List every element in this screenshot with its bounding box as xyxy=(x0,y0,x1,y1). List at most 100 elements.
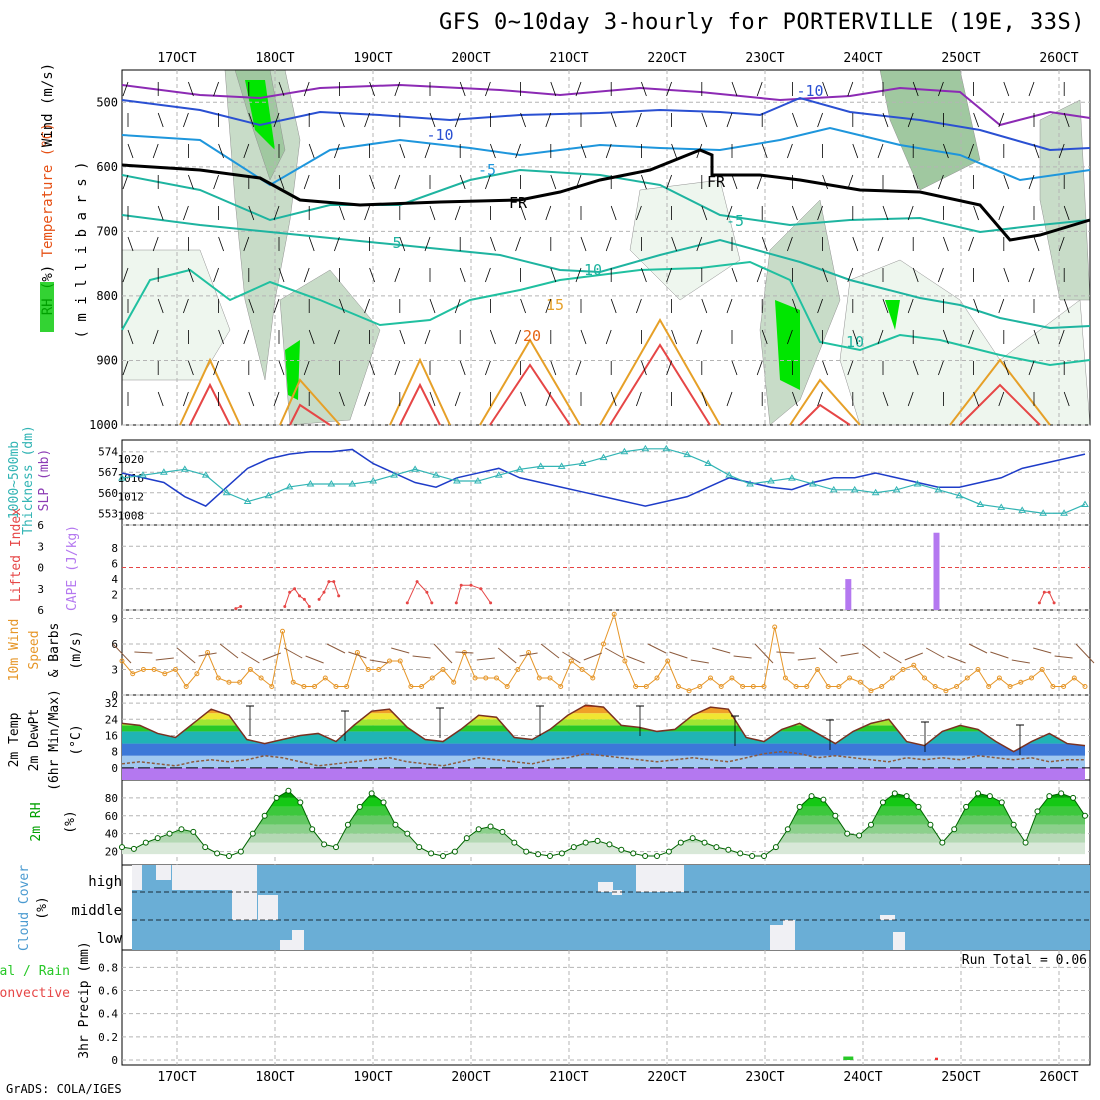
wind-speed-point xyxy=(429,675,435,681)
barb xyxy=(912,267,919,283)
rh-point xyxy=(630,850,637,857)
lifted-index-point xyxy=(1037,601,1041,605)
barb xyxy=(575,174,582,190)
wind-speed-line xyxy=(121,612,1086,692)
x-tick-top: 22OCT xyxy=(647,51,686,66)
wind-speed-point xyxy=(879,684,885,689)
rh-point xyxy=(214,850,221,857)
wind-barb xyxy=(925,647,945,659)
barb xyxy=(580,329,587,345)
thickness-marker xyxy=(306,479,315,487)
wind-speed-point xyxy=(729,675,735,681)
barb xyxy=(726,205,733,221)
rh-point xyxy=(380,799,387,806)
barb xyxy=(605,329,612,345)
wind-barb xyxy=(904,652,923,661)
thickness-marker xyxy=(432,471,440,478)
wind-speed-point xyxy=(558,684,564,689)
barb xyxy=(273,391,280,407)
barb xyxy=(610,298,617,314)
lifted-index-point xyxy=(322,590,326,594)
y-tick-label: 700 xyxy=(96,224,118,238)
rh-point xyxy=(166,830,173,837)
wind-speed-point xyxy=(782,675,788,681)
rh-point xyxy=(1070,794,1077,801)
credit-label: GrADS: COLA/IGES xyxy=(6,1082,122,1096)
x-tick-top: 25OCT xyxy=(941,51,980,66)
hot-isotherm xyxy=(189,382,231,426)
cloud-level-label: low xyxy=(97,931,123,947)
rh-point xyxy=(951,826,958,833)
barb xyxy=(122,174,129,190)
panel-frame-thick xyxy=(121,439,1091,526)
barb xyxy=(882,391,889,407)
barb xyxy=(817,205,823,221)
barb xyxy=(636,205,642,221)
warm-isotherm xyxy=(389,357,451,426)
wind-barb xyxy=(455,651,474,654)
wind-speed-point xyxy=(1018,679,1024,685)
rh-point xyxy=(784,826,791,833)
barb xyxy=(157,391,164,407)
barb xyxy=(761,329,768,345)
chart-title: GFS 0~10day 3-hourly for PORTERVILLE (19… xyxy=(438,10,1085,35)
barb xyxy=(641,174,647,190)
thickness-marker xyxy=(285,482,294,490)
rh-point xyxy=(642,853,649,860)
barb xyxy=(1028,174,1035,190)
wind-barb xyxy=(968,643,988,654)
rh-point xyxy=(451,848,458,855)
barb xyxy=(429,112,436,128)
thickness-marker xyxy=(578,459,587,466)
slp-tick: 1020 xyxy=(118,453,145,466)
barb xyxy=(1033,329,1040,345)
x-tick-bottom: 24OCT xyxy=(843,1070,882,1085)
barb xyxy=(580,143,587,159)
barb xyxy=(248,298,255,314)
wind-barb xyxy=(754,643,774,664)
cape-tick: 4 xyxy=(111,573,118,586)
thickness-marker xyxy=(536,462,545,469)
barb xyxy=(1003,360,1010,376)
barb xyxy=(339,205,345,221)
thickness-marker xyxy=(494,471,503,478)
barb xyxy=(610,391,617,407)
rh-point xyxy=(333,844,339,851)
cloud-gap xyxy=(232,865,257,920)
wind-barb xyxy=(840,652,859,657)
wind-tick: 0 xyxy=(111,689,118,702)
li-tick: 0 xyxy=(37,562,44,575)
cloud-gap xyxy=(598,882,613,892)
barb xyxy=(726,112,733,128)
rh-point xyxy=(249,830,256,837)
wind-barb xyxy=(219,643,239,659)
dewpoint-line xyxy=(121,750,1085,767)
barb xyxy=(308,236,315,252)
barb xyxy=(938,360,944,376)
thickness-marker xyxy=(976,500,985,507)
barb xyxy=(127,236,134,252)
wind-speed-point xyxy=(451,679,457,685)
wind-barb xyxy=(1075,643,1095,664)
isotherm-line xyxy=(121,126,1091,187)
thickness-marker xyxy=(704,459,713,466)
barb xyxy=(792,112,798,128)
precip-tick: 0.4 xyxy=(98,1008,118,1021)
barb xyxy=(1028,81,1035,97)
x-tick-bottom: 18OCT xyxy=(255,1070,294,1085)
wind-speed-point xyxy=(483,675,489,681)
barb xyxy=(1058,143,1065,159)
barb xyxy=(726,391,733,407)
wind-barb xyxy=(647,643,667,654)
rh-point xyxy=(582,839,589,846)
contour-label: -10 xyxy=(426,126,453,144)
wind-barb xyxy=(283,647,303,659)
barb xyxy=(550,360,557,376)
lifted-index-point xyxy=(415,580,419,584)
barb xyxy=(701,298,708,314)
barb xyxy=(666,81,672,97)
precip-tick: 0.8 xyxy=(98,961,118,974)
warm-isotherm xyxy=(789,378,861,426)
barb xyxy=(696,143,703,159)
